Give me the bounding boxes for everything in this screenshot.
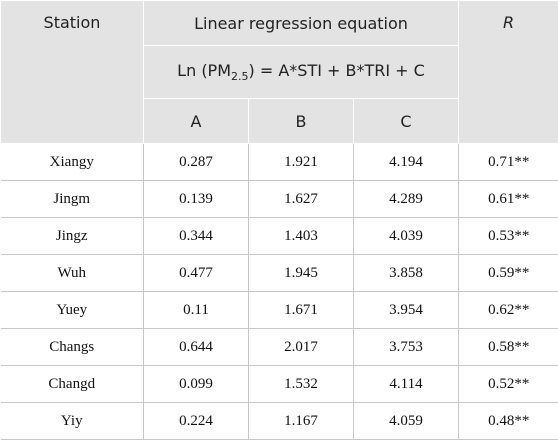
b-cell: 2.017 bbox=[248, 328, 354, 366]
c-cell: 4.289 bbox=[353, 180, 460, 218]
r-header: R bbox=[458, 0, 558, 144]
station-cell: Yuey bbox=[0, 291, 144, 329]
header-row: A B C bbox=[1, 98, 558, 144]
station-cell: Xiangy bbox=[0, 143, 144, 181]
station-header: Station bbox=[0, 0, 144, 144]
r-cell: 0.53** bbox=[458, 217, 558, 255]
data-row: Wuh 0.477 1.945 3.858 0.59** bbox=[0, 254, 558, 292]
equation-header: Ln (PM2.5) = A*STI + B*TRI + C bbox=[142, 45, 460, 99]
r-cell: 0.71** bbox=[458, 143, 558, 181]
a-cell: 0.644 bbox=[143, 328, 249, 366]
station-cell: Yiy bbox=[0, 402, 144, 440]
a-cell: 0.11 bbox=[143, 291, 249, 329]
station-cell: Changd bbox=[0, 365, 144, 403]
c-cell: 4.059 bbox=[353, 402, 460, 440]
b-cell: 1.627 bbox=[248, 180, 354, 218]
c-cell: 4.114 bbox=[353, 365, 460, 403]
b-cell: 1.403 bbox=[248, 217, 354, 255]
a-cell: 0.477 bbox=[143, 254, 249, 292]
b-cell: 1.921 bbox=[248, 143, 354, 181]
group-header: Linear regression equation bbox=[142, 0, 460, 46]
equation-text: Ln (PM bbox=[177, 60, 232, 80]
equation-subscript: 2.5 bbox=[231, 70, 249, 84]
station-cell: Jingz bbox=[0, 217, 144, 255]
station-cell: Jingm bbox=[0, 180, 144, 218]
a-cell: 0.344 bbox=[143, 217, 249, 255]
b-cell: 1.167 bbox=[248, 402, 354, 440]
header-row: Station Linear regression equation R bbox=[0, 0, 558, 144]
header-row: Ln (PM2.5) = A*STI + B*TRI + C bbox=[1, 45, 558, 99]
c-cell: 4.194 bbox=[353, 143, 460, 181]
data-row: Changs 0.644 2.017 3.753 0.58** bbox=[0, 328, 558, 366]
a-header: A bbox=[143, 98, 249, 144]
a-cell: 0.224 bbox=[143, 402, 249, 440]
data-row: Xiangy 0.287 1.921 4.194 0.71** bbox=[0, 143, 558, 181]
data-row: Changd 0.099 1.532 4.114 0.52** bbox=[0, 365, 558, 403]
r-cell: 0.61** bbox=[458, 180, 558, 218]
r-cell: 0.58** bbox=[458, 328, 558, 366]
c-cell: 4.039 bbox=[353, 217, 460, 255]
b-cell: 1.671 bbox=[248, 291, 354, 329]
c-cell: 3.954 bbox=[353, 291, 460, 329]
r-cell: 0.48** bbox=[458, 402, 558, 440]
a-cell: 0.139 bbox=[143, 180, 249, 218]
b-cell: 1.945 bbox=[248, 254, 354, 292]
station-cell: Wuh bbox=[0, 254, 144, 292]
c-cell: 3.858 bbox=[353, 254, 460, 292]
b-cell: 1.532 bbox=[248, 365, 354, 403]
table-body: Xiangy 0.287 1.921 4.194 0.71** Jingm 0.139 1.6… bbox=[0, 143, 558, 440]
c-header: C bbox=[352, 98, 460, 144]
a-cell: 0.099 bbox=[143, 365, 249, 403]
r-cell: 0.52** bbox=[458, 365, 558, 403]
a-cell: 0.287 bbox=[143, 143, 249, 181]
data-row: Jingm 0.139 1.627 4.289 0.61** bbox=[0, 180, 558, 218]
c-cell: 3.753 bbox=[353, 328, 460, 366]
station-cell: Changs bbox=[0, 328, 144, 366]
data-row: Yiy 0.224 1.167 4.059 0.48** bbox=[0, 402, 558, 440]
r-cell: 0.59** bbox=[458, 254, 558, 292]
data-row: Jingz 0.344 1.403 4.039 0.53** bbox=[0, 217, 558, 255]
table-header: Station Linear regression equation R Ln … bbox=[0, 0, 558, 144]
data-row: Yuey 0.11 1.671 3.954 0.62** bbox=[0, 291, 558, 329]
b-header: B bbox=[248, 98, 354, 144]
equation-text: ) = A*STI + B*TRI + C bbox=[248, 60, 425, 80]
r-cell: 0.62** bbox=[458, 291, 558, 329]
